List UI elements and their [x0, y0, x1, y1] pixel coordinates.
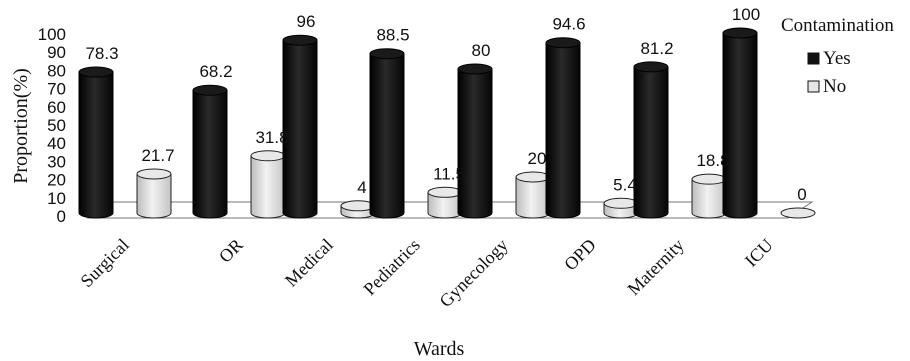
bar-yes-medical-body [282, 39, 318, 219]
y-tick-label-50: 50 [47, 116, 66, 135]
bar-no-gynecology [515, 171, 551, 219]
bar-no-opd-top [603, 197, 639, 209]
y-tick-label-100: 100 [38, 25, 66, 44]
y-axis-title: Proportion(%) [10, 68, 32, 184]
bar-yes-gynecology-body [457, 68, 493, 219]
bar-yes-maternity [633, 61, 669, 219]
data-label-no-or: 31.8 [255, 128, 288, 147]
bar-no-surgical-top [136, 168, 172, 180]
y-tick-label-40: 40 [47, 134, 66, 153]
bar-yes-pediatrics [369, 48, 405, 219]
legend-title: Contamination [781, 15, 894, 36]
bar-no-icu [780, 207, 816, 219]
bar-no-icu-top [780, 207, 816, 219]
x-axis: Surgical OR Medical Pediatrics Gynecology OPD… [76, 235, 776, 311]
data-label-no-medical: 4 [357, 178, 366, 197]
bar-no-maternity-top [691, 173, 727, 185]
bar-no-pediatrics [427, 186, 463, 219]
bar-no-or-body [250, 155, 286, 219]
bar-yes-or [192, 84, 228, 219]
data-label-yes-surgical: 78.3 [85, 44, 118, 63]
data-label-yes-icu: 100 [732, 5, 760, 24]
data-label-yes-pediatrics: 88.5 [376, 26, 409, 45]
data-label-yes-or: 68.2 [199, 62, 232, 81]
bar-no-gynecology-body [515, 176, 551, 219]
legend-label-no: No [823, 76, 846, 97]
bar-no-maternity-body [691, 178, 727, 219]
bars-group [78, 27, 816, 219]
bar-yes-gynecology-top [457, 63, 493, 75]
y-tick-label-90: 90 [47, 43, 66, 62]
x-tick-label-or: OR [215, 235, 247, 267]
bar-yes-or-top [192, 84, 228, 96]
bar-yes-medical-top [282, 34, 318, 46]
y-tick-label-70: 70 [47, 80, 66, 99]
bar-yes-surgical-top [78, 66, 114, 78]
bar-yes-or-body [192, 89, 228, 219]
bar-yes-surgical-body [78, 71, 114, 219]
x-tick-label-surgical: Surgical [76, 235, 132, 291]
data-label-yes-medical: 96 [297, 12, 316, 31]
x-tick-label-pediatrics: Pediatrics [359, 235, 423, 299]
data-label-no-icu: 0 [797, 185, 806, 204]
data-label-no-opd: 5.4 [613, 175, 637, 194]
data-label-no-surgical: 21.7 [141, 146, 174, 165]
bar-no-gynecology-top [515, 171, 551, 183]
x-tick-label-medical: Medical [281, 235, 337, 291]
bar-yes-icu [722, 27, 758, 219]
y-tick-label-80: 80 [47, 61, 66, 80]
bar-no-maternity [691, 173, 727, 219]
bar-no-opd [603, 197, 639, 219]
x-tick-label-opd: OPD [560, 235, 600, 275]
bar-no-surgical [136, 168, 172, 219]
y-tick-label-60: 60 [47, 98, 66, 117]
legend: Contamination Yes No [781, 15, 894, 97]
legend-swatch-yes [807, 52, 820, 65]
bar-no-pediatrics-top [427, 186, 463, 198]
bar-yes-pediatrics-body [369, 53, 405, 219]
y-tick-label-0: 0 [57, 207, 66, 226]
bar-yes-medical [282, 34, 318, 219]
data-label-no-maternity: 18.8 [696, 151, 729, 170]
data-label-yes-maternity: 81.2 [640, 39, 673, 58]
bar-yes-opd-top [545, 37, 581, 49]
bar-no-surgical-body [136, 173, 172, 219]
bar-yes-gynecology [457, 63, 493, 219]
bar-yes-maternity-body [633, 66, 669, 219]
bar-yes-pediatrics-top [369, 48, 405, 60]
bar-yes-icu-top [722, 27, 758, 39]
x-axis-title: Wards [414, 338, 465, 360]
data-label-no-gynecology: 20 [528, 149, 547, 168]
y-tick-label-10: 10 [47, 189, 66, 208]
y-tick-label-30: 30 [47, 152, 66, 171]
legend-label-yes: Yes [823, 48, 851, 69]
data-label-yes-opd: 94.6 [552, 15, 585, 34]
bar-no-or-top [250, 150, 286, 162]
bar-yes-surgical [78, 66, 114, 219]
x-tick-label-gynecology: Gynecology [435, 235, 511, 311]
bar-yes-icu-body [722, 32, 758, 219]
x-tick-label-icu: ICU [741, 235, 777, 271]
legend-swatch-no [807, 80, 820, 93]
data-label-no-pediatrics: 11.5 [433, 164, 465, 183]
bar-yes-opd-body [545, 42, 581, 219]
bar-yes-opd [545, 37, 581, 219]
data-labels-group: 78.3 21.7 68.2 31.8 96 4 88.5 11.5 80 20 94.6 5.4 81… [85, 5, 806, 204]
y-tick-label-20: 20 [47, 171, 66, 190]
x-tick-label-maternity: Maternity [623, 235, 687, 299]
data-label-yes-gynecology: 80 [472, 41, 491, 60]
bar-no-or [250, 150, 286, 219]
bar-yes-maternity-top [633, 61, 669, 73]
